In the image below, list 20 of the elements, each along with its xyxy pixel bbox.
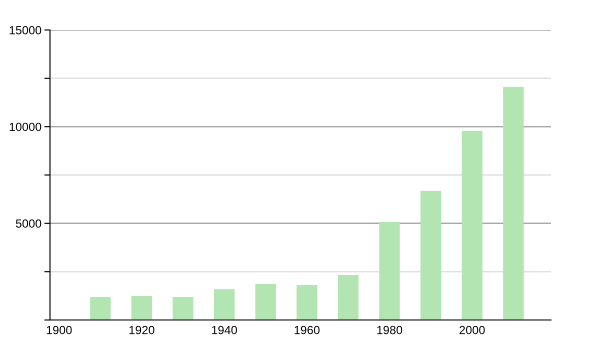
bar <box>131 296 152 320</box>
x-tick-label: 1900 <box>46 326 72 334</box>
bar <box>503 86 524 320</box>
y-tick-label: 10000 <box>10 122 42 132</box>
bar <box>296 285 318 320</box>
bar <box>338 274 359 320</box>
y-tick-label: 5000 <box>16 219 42 228</box>
x-tick-label: 1980 <box>377 326 402 334</box>
bar <box>172 296 194 320</box>
x-tick-label: 2000 <box>460 326 485 334</box>
y-tick-label: 15000 <box>10 26 42 34</box>
bar <box>379 222 400 320</box>
bar <box>255 284 276 320</box>
x-tick-label: 1920 <box>129 326 154 334</box>
bar <box>462 130 482 320</box>
bar <box>90 296 111 320</box>
x-tick-label: 1960 <box>294 326 320 334</box>
bar <box>420 190 442 320</box>
bar <box>214 289 235 320</box>
x-tick-label: 1940 <box>212 326 237 334</box>
